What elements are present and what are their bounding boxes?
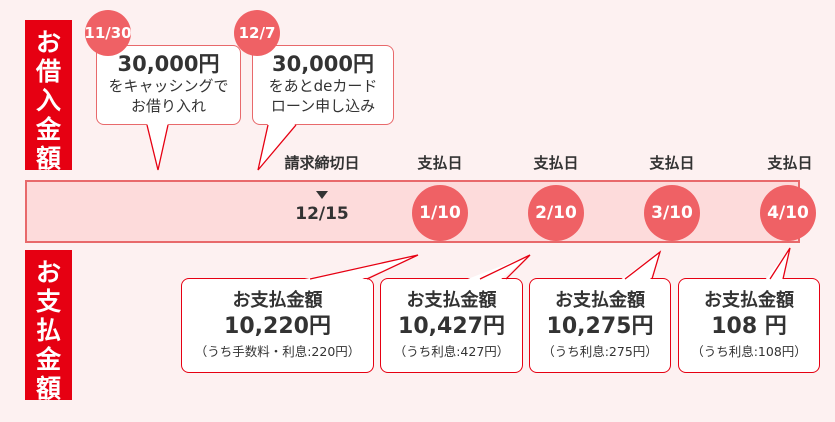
payday-label: 支払日 xyxy=(533,154,579,172)
payday-label: 支払日 xyxy=(417,154,463,172)
borrow-desc: お借り入れ xyxy=(130,97,206,115)
payday-badge: 4/10 xyxy=(760,185,816,241)
payday-label: 支払日 xyxy=(767,154,813,172)
payment-label: お支払金額 xyxy=(25,250,72,403)
payment-detail: （うち利息:427円） xyxy=(393,344,510,359)
payment-title: お支払金額 xyxy=(555,290,645,311)
borrow-desc: ローン申し込み xyxy=(270,97,376,115)
borrow-callout-1: 30,000円 をキャッシングで お借り入れ xyxy=(96,45,241,125)
payment-callout-4: お支払金額 108 円 （うち利息:108円） xyxy=(678,278,820,373)
payday-badge: 2/10 xyxy=(528,185,584,241)
borrow-amount: 30,000円 xyxy=(271,52,375,76)
cutoff-marker-icon xyxy=(316,191,328,199)
cutoff-label: 請求締切日 xyxy=(284,154,360,172)
payment-amount: 108 円 xyxy=(711,314,787,339)
payment-detail: （うち利息:275円） xyxy=(542,344,658,359)
borrow-label: お借入金額 xyxy=(25,20,72,173)
payment-title: お支払金額 xyxy=(704,290,794,311)
payment-callout-2: お支払金額 10,427円 （うち利息:427円） xyxy=(380,278,523,373)
payment-amount: 10,220円 xyxy=(224,314,331,339)
payment-amount: 10,427円 xyxy=(398,314,505,339)
borrow-desc: をキャッシングで xyxy=(108,77,229,95)
payday-badge: 3/10 xyxy=(644,185,700,241)
payday-badge: 1/10 xyxy=(412,185,468,241)
borrow-date-badge: 12/7 xyxy=(234,10,280,56)
payment-callout-1: お支払金額 10,220円 （うち手数料・利息:220円） xyxy=(181,278,374,373)
borrow-desc: をあとdeカード xyxy=(268,77,378,95)
borrow-callout-2: 30,000円 をあとdeカード ローン申し込み xyxy=(252,45,394,125)
payment-callout-3: お支払金額 10,275円 （うち利息:275円） xyxy=(529,278,671,373)
payment-amount: 10,275円 xyxy=(546,314,654,339)
borrow-amount: 30,000円 xyxy=(117,52,220,76)
borrow-date-badge: 11/30 xyxy=(84,10,132,56)
payday-label: 支払日 xyxy=(649,154,695,172)
payment-title: お支払金額 xyxy=(232,290,323,311)
cutoff-date: 12/15 xyxy=(295,204,349,224)
payment-detail: （うち手数料・利息:220円） xyxy=(194,344,361,359)
payment-detail: （うち利息:108円） xyxy=(691,344,807,359)
payment-title: お支払金額 xyxy=(406,290,497,311)
